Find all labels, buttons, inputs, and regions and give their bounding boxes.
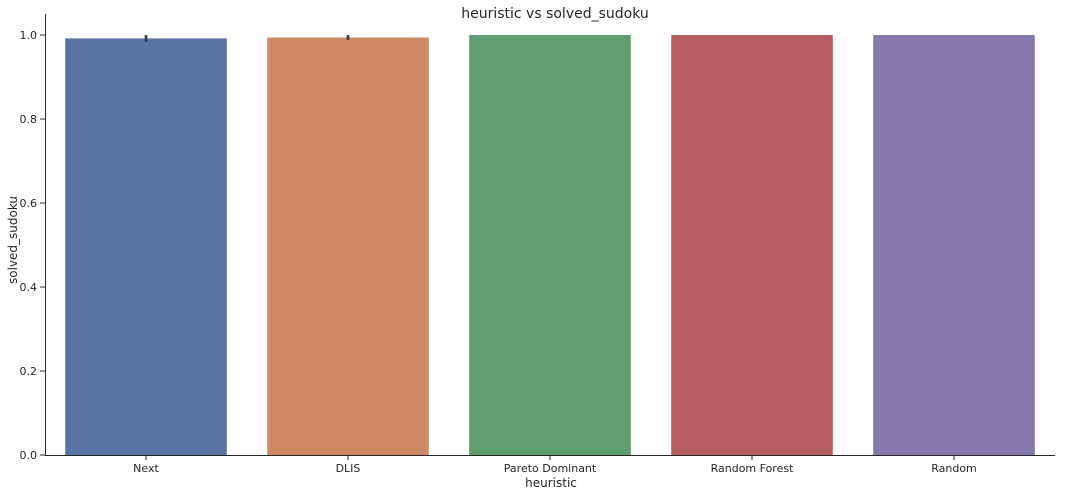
y-tick-label: 0.0	[20, 449, 38, 462]
y-ticks-layer: 0.0 0.2 0.4 0.6 0.8 1.0	[20, 29, 45, 462]
chart-title: heuristic vs solved_sudoku	[461, 6, 649, 22]
y-tick-label: 0.4	[20, 281, 38, 294]
bar-random-forest	[671, 35, 833, 455]
bar-random	[873, 35, 1035, 455]
error-bars-layer	[144, 35, 350, 42]
y-tick-label: 0.2	[20, 365, 38, 378]
x-tick-label: Next	[133, 462, 159, 475]
y-axis-label: solved_sudoku	[6, 196, 20, 284]
bar-pareto-dominant	[469, 35, 631, 455]
y-tick-label: 1.0	[20, 29, 38, 42]
y-tick-label: 0.8	[20, 113, 38, 126]
bars-layer	[65, 35, 1035, 456]
bar-next	[65, 38, 227, 456]
x-tick-label: Pareto Dominant	[504, 462, 597, 475]
bar-dlis	[267, 37, 429, 455]
x-tick-label: Random	[931, 462, 977, 475]
x-ticks-layer: Next DLIS Pareto Dominant Random Forest Rand…	[133, 455, 977, 475]
y-tick-label: 0.6	[20, 197, 38, 210]
x-tick-label: DLIS	[336, 462, 361, 475]
x-tick-label: Random Forest	[711, 462, 794, 475]
x-axis-label: heuristic	[525, 476, 577, 490]
